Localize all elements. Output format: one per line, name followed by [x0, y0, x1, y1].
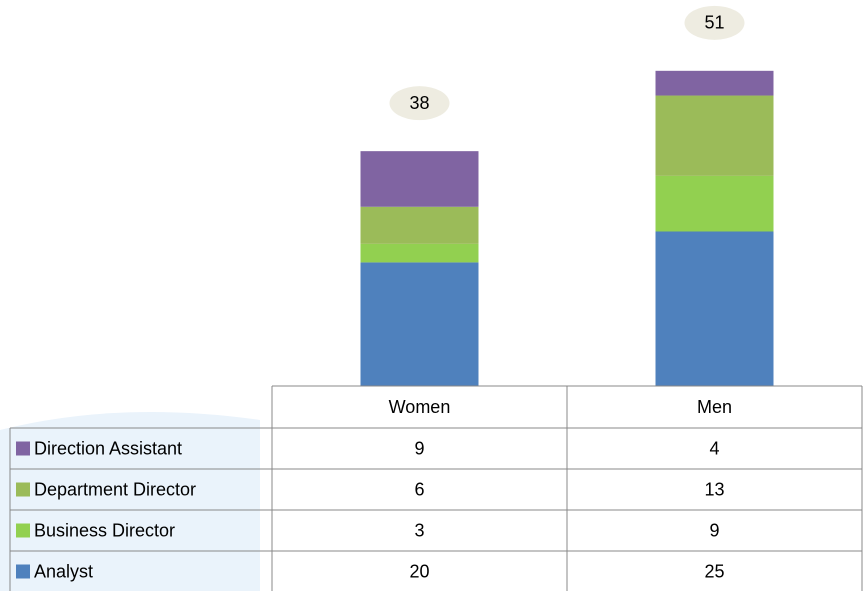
table-value: 6 [414, 479, 424, 499]
bar-segment [360, 151, 479, 207]
legend-label: Direction Assistant [34, 438, 182, 458]
legend-label: Business Director [34, 520, 175, 540]
table-value: 4 [709, 438, 719, 458]
bar-segment [655, 70, 774, 96]
total-label: 51 [704, 13, 724, 33]
bar-segment [360, 262, 479, 386]
legend-swatch [16, 441, 30, 456]
total-bubble [389, 86, 450, 121]
table-header: Women [389, 397, 451, 417]
table-value: 9 [709, 520, 719, 540]
total-bubble [684, 5, 745, 40]
legend-swatch [16, 564, 30, 579]
bar-segment [360, 243, 479, 263]
table-value: 3 [414, 520, 424, 540]
table-value: 25 [704, 561, 724, 581]
legend-label: Department Director [34, 479, 196, 499]
legend-swatch [16, 482, 30, 497]
total-label: 38 [409, 93, 429, 113]
bar-segment [655, 231, 774, 386]
table-value: 20 [409, 561, 429, 581]
table-header: Men [697, 397, 732, 417]
legend-label: Analyst [34, 561, 93, 581]
bar-segment [360, 206, 479, 244]
bar-segment [655, 175, 774, 232]
table-value: 9 [414, 438, 424, 458]
background-swoosh [0, 412, 260, 591]
bar-segment [655, 95, 774, 176]
legend-swatch [16, 523, 30, 538]
table-value: 13 [704, 479, 724, 499]
